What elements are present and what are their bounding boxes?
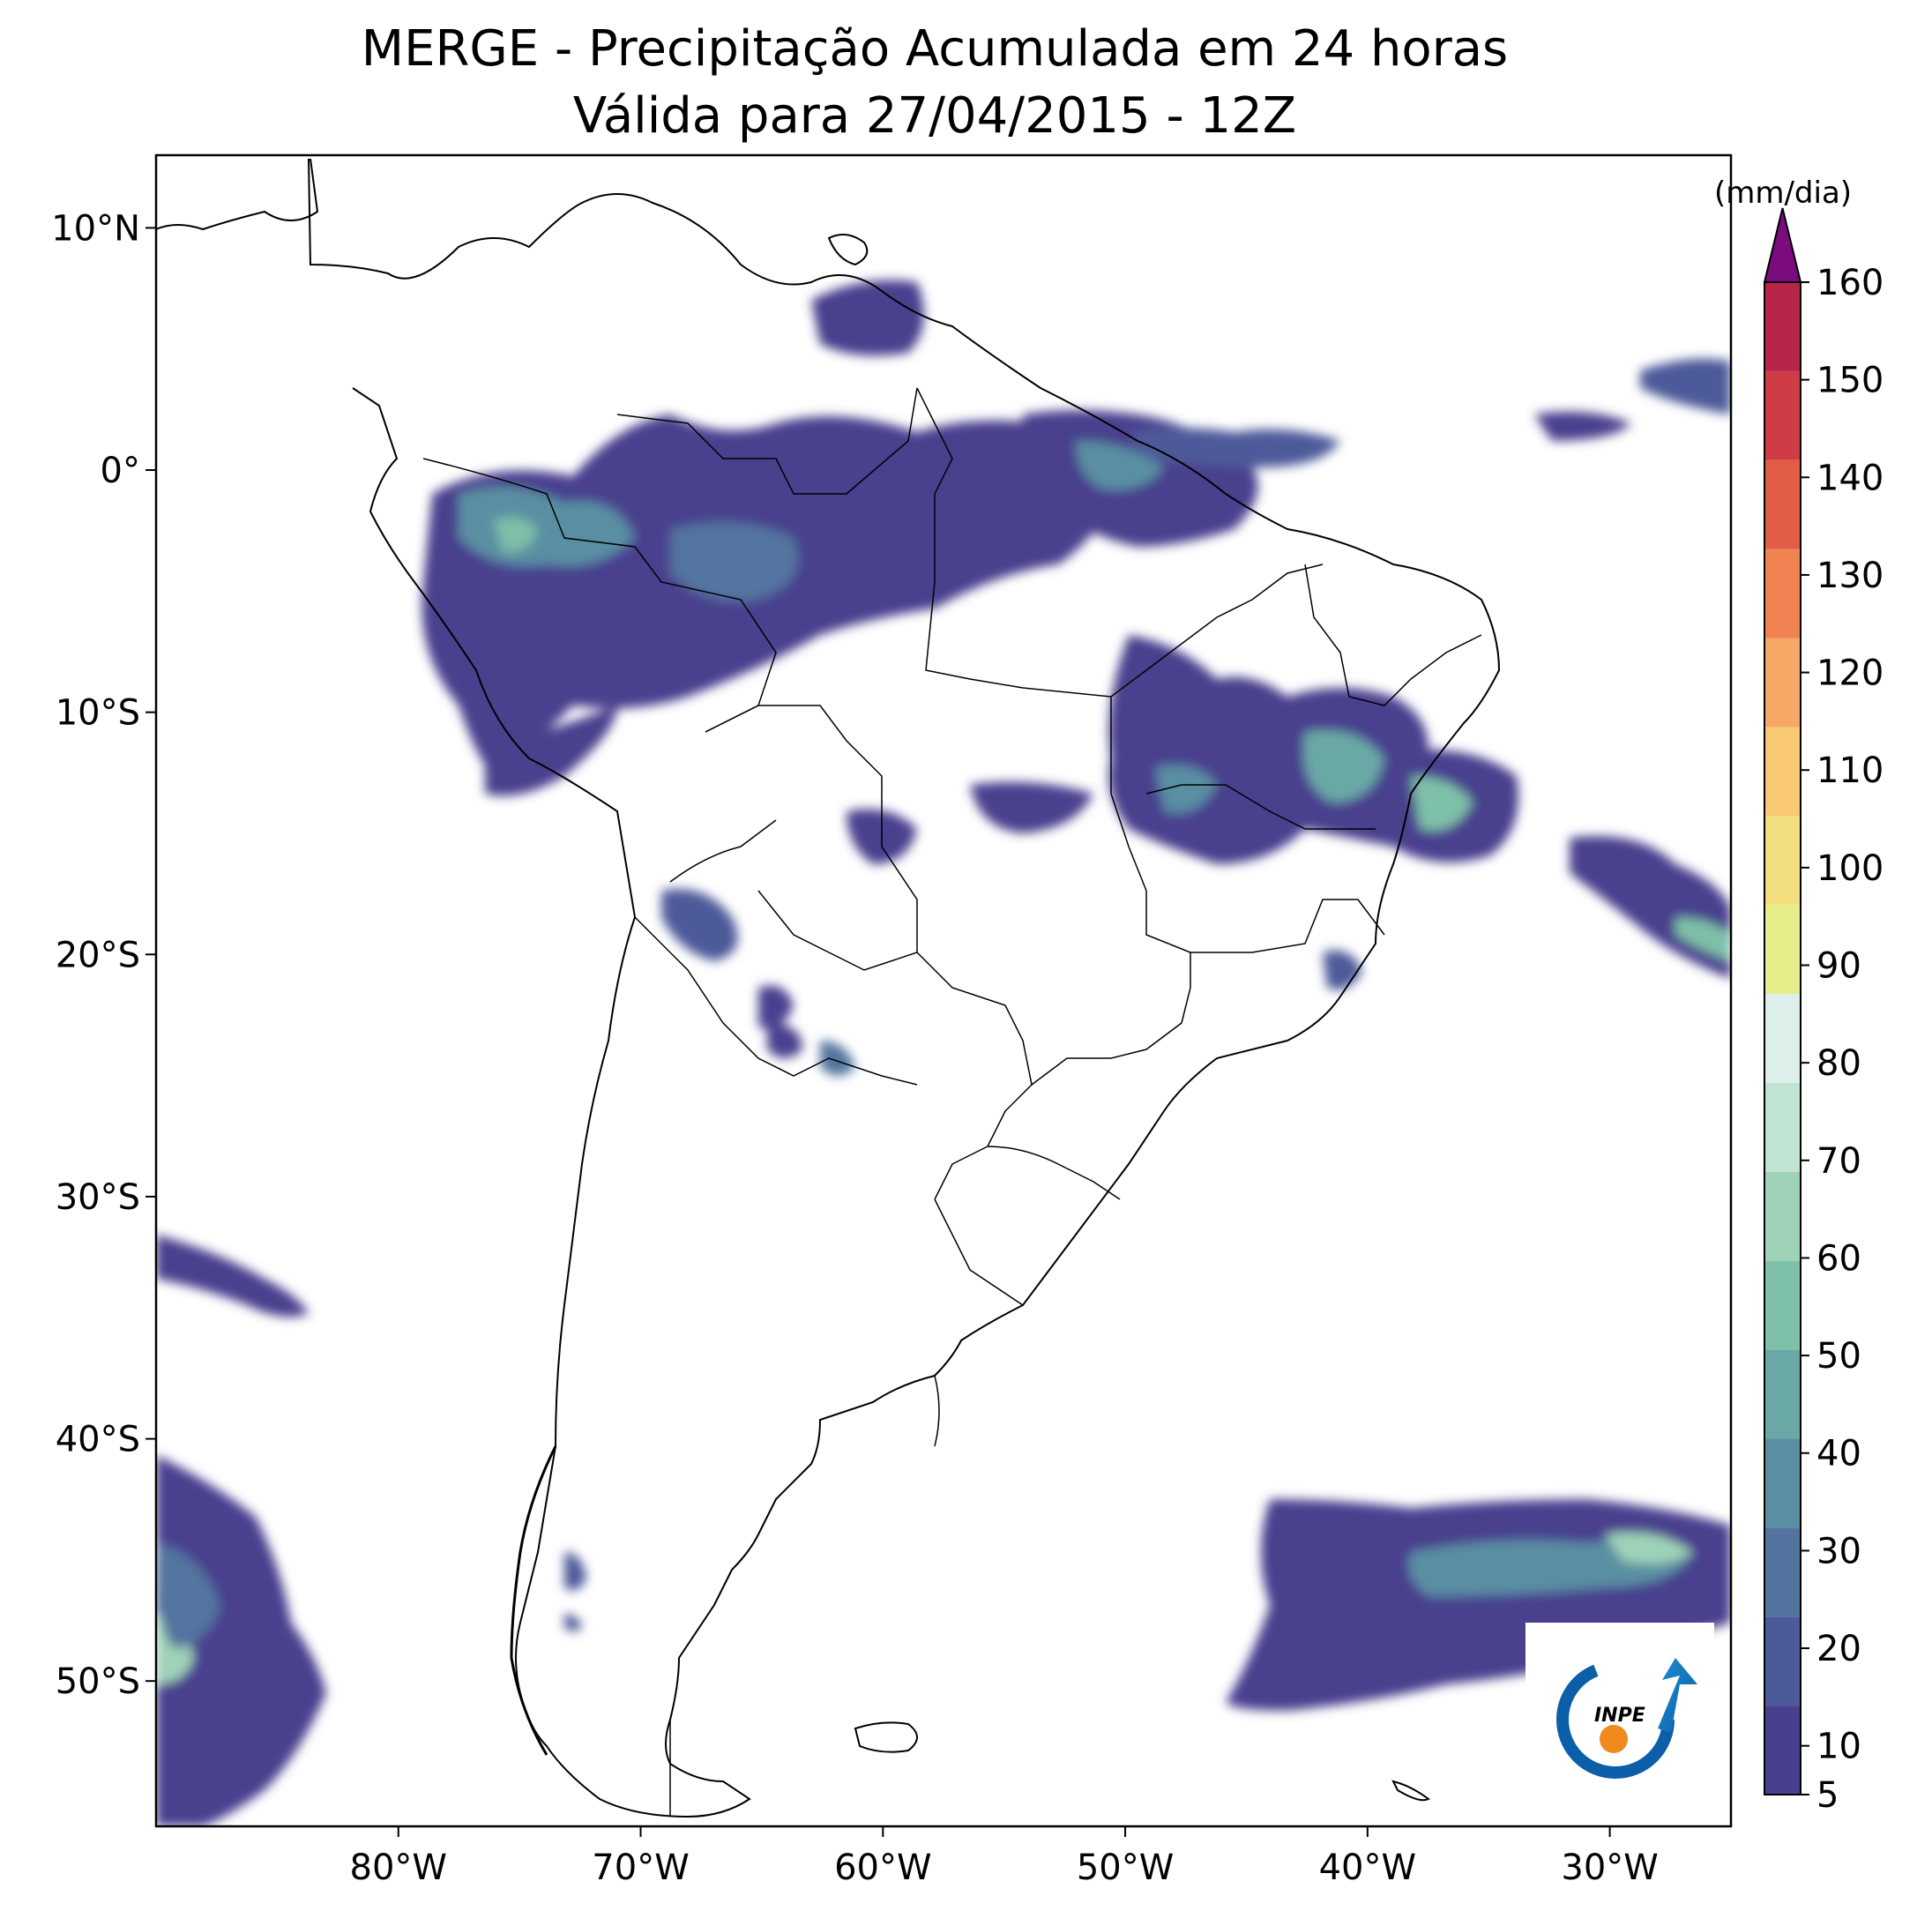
colorbar-segment — [1764, 727, 1801, 817]
colorbar-tick-label: 150 — [1816, 361, 1884, 401]
colorbar-tick-label: 90 — [1816, 946, 1861, 987]
latitude-ticks: 10°N 0° 10°S 20°S 30°S 40°S 50°S — [51, 208, 156, 1702]
colorbar-tick-label: 120 — [1816, 653, 1884, 694]
colorbar-tick-label: 160 — [1816, 263, 1884, 303]
lat-tick-label: 40°S — [56, 1420, 140, 1460]
colorbar-ticks: 5 10 20 30 40 50 60 70 80 90 100 110 120 130 140 150 160 — [1801, 263, 1884, 1816]
precipitation-field — [156, 280, 1731, 1826]
colorbar-tick-label: 70 — [1816, 1141, 1861, 1182]
colorbar-segment — [1764, 1171, 1801, 1261]
colorbar-segment — [1764, 994, 1801, 1083]
colorbar: (mm/dia) 5 10 20 30 40 50 60 70 80 90 100 110 120 130… — [1714, 175, 1884, 1816]
rain-area-bolivia — [661, 889, 738, 961]
lon-tick-label: 60°W — [834, 1848, 931, 1888]
colorbar-extend-arrow — [1763, 207, 1802, 283]
colorbar-segment — [1764, 282, 1801, 371]
colorbar-tick-label: 60 — [1816, 1238, 1861, 1279]
colorbar-tick-label: 20 — [1816, 1629, 1861, 1669]
chile-fjords — [510, 1445, 557, 1756]
longitude-ticks: 80°W 70°W 60°W 50°W 40°W 30°W — [350, 1826, 1659, 1888]
map-frame — [154, 153, 1733, 1828]
country-borders — [422, 387, 1482, 1817]
map-title-line2: Válida para 27/04/2015 - 12Z — [573, 87, 1296, 145]
isthmus-outline — [156, 158, 319, 231]
lat-tick-label: 10°S — [56, 693, 140, 734]
rain-area-guiana — [811, 280, 924, 356]
colorbar-segment — [1764, 816, 1801, 906]
logo-orange-dot — [1600, 1725, 1628, 1753]
lon-tick-label: 50°W — [1077, 1848, 1174, 1888]
colorbar-tick-label: 80 — [1816, 1043, 1861, 1084]
colorbar-tick-label: 110 — [1816, 750, 1884, 791]
colorbar-segment — [1764, 905, 1801, 995]
colorbar-tick-label: 40 — [1816, 1434, 1861, 1474]
colorbar-segment — [1764, 549, 1801, 638]
caribbean-island — [827, 234, 869, 266]
colorbar-segment — [1764, 1527, 1801, 1617]
colorbar-segment — [1764, 1260, 1801, 1350]
logo-text: INPE — [1594, 1705, 1645, 1727]
colorbar-tick-label: 50 — [1816, 1336, 1861, 1377]
colorbar-tick-label: 30 — [1816, 1531, 1861, 1571]
colorbar-tick-label: 10 — [1816, 1727, 1861, 1767]
colorbar-tick-label: 130 — [1816, 556, 1884, 596]
lon-tick-label: 40°W — [1319, 1848, 1416, 1888]
lon-tick-label: 70°W — [592, 1848, 689, 1888]
colorbar-frame — [1764, 281, 1801, 1795]
lon-tick-label: 80°W — [350, 1848, 447, 1888]
inpe-logo: INPE — [1525, 1623, 1714, 1790]
colorbar-segment — [1764, 459, 1801, 549]
colorbar-segment — [1764, 638, 1801, 728]
rain-area-southwest-pacific — [156, 1455, 326, 1826]
colorbar-segment — [1764, 1082, 1801, 1172]
lon-tick-label: 30°W — [1561, 1848, 1658, 1888]
rain-area-peru — [485, 705, 617, 796]
colorbar-segments — [1764, 282, 1801, 1795]
lat-tick-label: 0° — [101, 451, 140, 491]
rain-area-pacific-band — [156, 1235, 309, 1318]
map-plot-area: INPE — [156, 155, 1731, 1826]
colorbar-tick-label: 100 — [1816, 848, 1884, 889]
logo-arrow-icon — [1658, 1658, 1697, 1733]
coastlines — [156, 158, 1501, 1818]
rain-area-itcz — [1534, 411, 1631, 441]
colorbar-segment — [1764, 1438, 1801, 1528]
south-america-outline — [308, 158, 1501, 1818]
colorbar-segment — [1764, 1349, 1801, 1439]
map-title-line1: MERGE - Precipitação Acumulada em 24 hor… — [362, 20, 1508, 78]
falklands — [854, 1721, 918, 1753]
colorbar-segment — [1764, 370, 1801, 460]
lat-tick-label: 20°S — [56, 935, 140, 975]
colorbar-tick-label: 5 — [1816, 1775, 1839, 1816]
colorbar-segment — [1764, 1706, 1801, 1795]
lat-tick-label: 10°N — [51, 208, 140, 249]
lat-tick-label: 30°S — [56, 1177, 140, 1218]
colorbar-unit: (mm/dia) — [1714, 175, 1852, 211]
lat-tick-label: 50°S — [56, 1661, 140, 1702]
south-georgia — [1391, 1780, 1430, 1802]
colorbar-segment — [1764, 1616, 1801, 1706]
colorbar-tick-label: 140 — [1816, 458, 1884, 498]
